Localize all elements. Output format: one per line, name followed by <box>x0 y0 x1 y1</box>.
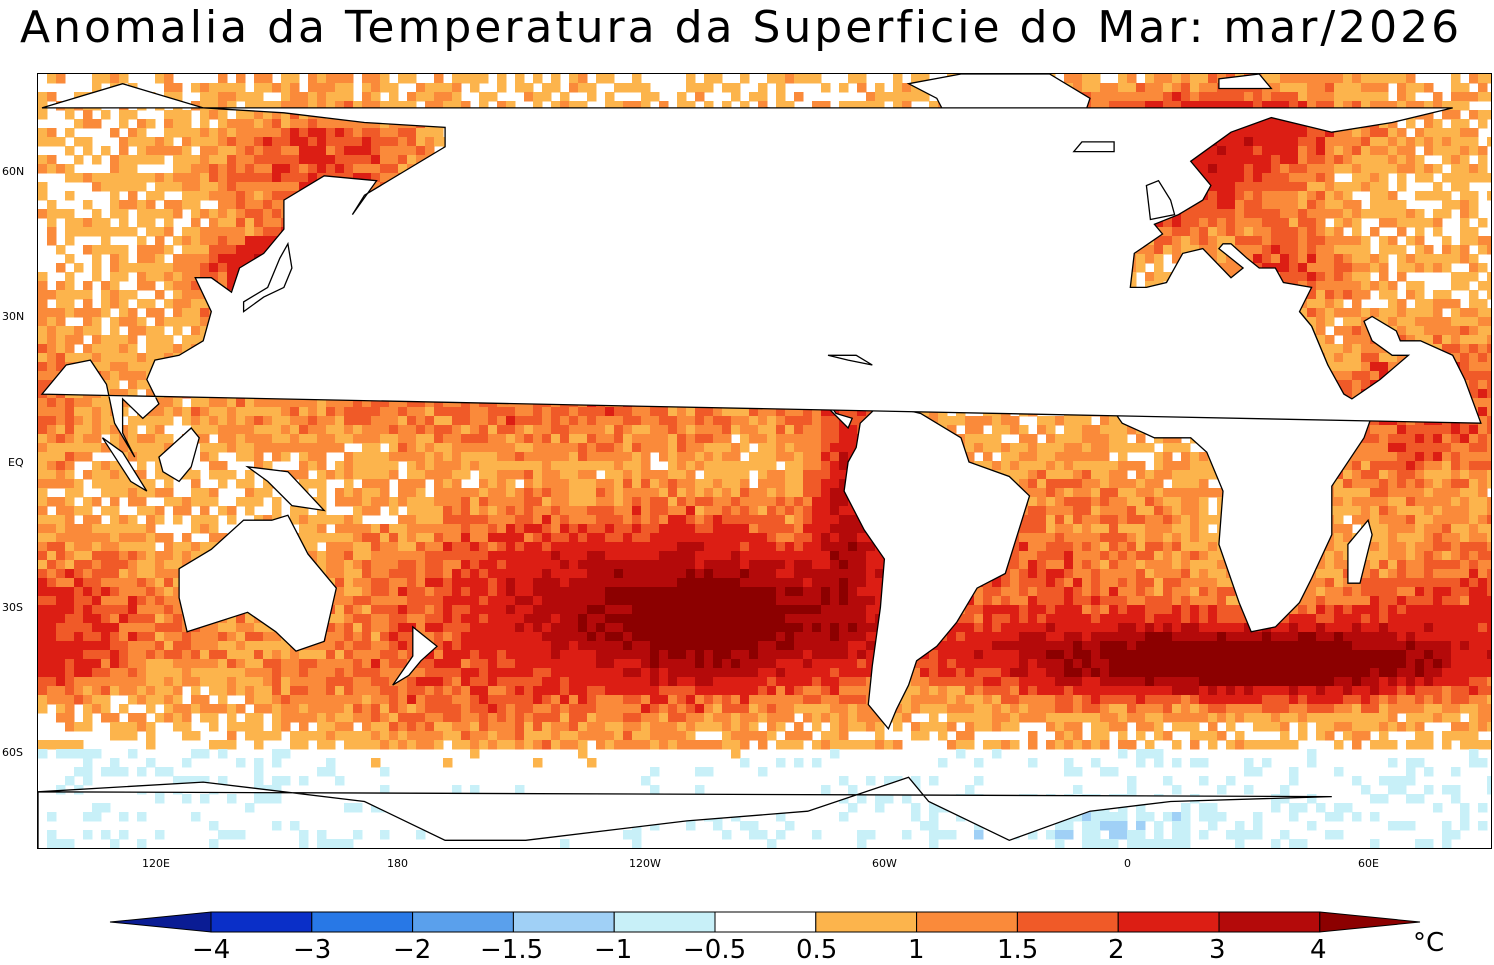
colorbar-unit: °C <box>1413 928 1445 958</box>
lon-label-120w: 120W <box>629 857 661 870</box>
lat-label-60n: 60N <box>2 165 25 178</box>
colorbar-swatch <box>311 911 414 933</box>
map-plot-area <box>37 73 1492 849</box>
colorbar-swatch <box>1016 911 1119 933</box>
land-svalbard <box>1218 74 1273 90</box>
colorbar-label: 3 <box>1209 935 1226 965</box>
colorbar-label: 2 <box>1108 935 1125 965</box>
land-borneo <box>158 427 200 483</box>
colorbar-swatch <box>210 911 313 933</box>
colorbar-label: −1.5 <box>480 935 544 965</box>
land-south-america <box>843 403 1031 731</box>
colorbar-swatch <box>714 911 817 933</box>
colorbar-label: 1 <box>908 935 925 965</box>
lat-label-30s: 30S <box>2 601 23 614</box>
lon-label-120e: 120E <box>142 857 170 870</box>
land-eurasia <box>40 83 1482 458</box>
lon-label-60e: 60E <box>1358 857 1379 870</box>
lon-label-180: 180 <box>387 857 408 870</box>
colorbar-label: −2 <box>393 935 432 965</box>
land-masses <box>38 74 1482 848</box>
lat-label-eq: EQ <box>8 456 24 469</box>
colorbar-swatch <box>613 911 716 933</box>
land-new-guinea <box>245 465 326 512</box>
land-sumatra <box>101 437 148 492</box>
lon-label-0: 0 <box>1124 857 1131 870</box>
lat-label-30n: 30N <box>2 310 25 323</box>
colorbar-swatch <box>916 911 1018 933</box>
land-uk <box>1145 179 1176 221</box>
lon-label-60w: 60W <box>872 857 897 870</box>
land-australia <box>178 514 338 652</box>
land-madagascar <box>1347 518 1373 584</box>
colorbar-arrow-high <box>1319 911 1421 933</box>
colorbar-arrow-low <box>109 911 212 933</box>
land-iceland <box>1072 141 1115 153</box>
land-new-zealand <box>392 625 439 686</box>
colorbar-label: 1.5 <box>997 935 1039 965</box>
lat-label-60s: 60S <box>2 746 23 759</box>
colorbar-label: 4 <box>1310 935 1327 965</box>
colorbar-label: −1 <box>594 935 633 965</box>
land-japan <box>242 241 293 313</box>
colorbar-swatch <box>412 911 514 933</box>
colorbar-label: −0.5 <box>683 935 747 965</box>
colorbar-label: −4 <box>192 935 231 965</box>
colorbar-swatch <box>512 911 615 933</box>
colorbar-swatch <box>1218 911 1321 933</box>
sst-anomaly-map <box>38 74 1491 848</box>
colorbar-label: −3 <box>293 935 332 965</box>
map-title: Anomalia da Temperatura da Superficie do… <box>20 2 1463 53</box>
land-cuba <box>827 354 873 366</box>
colorbar-swatch <box>815 911 918 933</box>
land-antarctica <box>38 776 1332 848</box>
colorbar-label: 0.5 <box>796 935 838 965</box>
colorbar-swatch <box>1117 911 1220 933</box>
